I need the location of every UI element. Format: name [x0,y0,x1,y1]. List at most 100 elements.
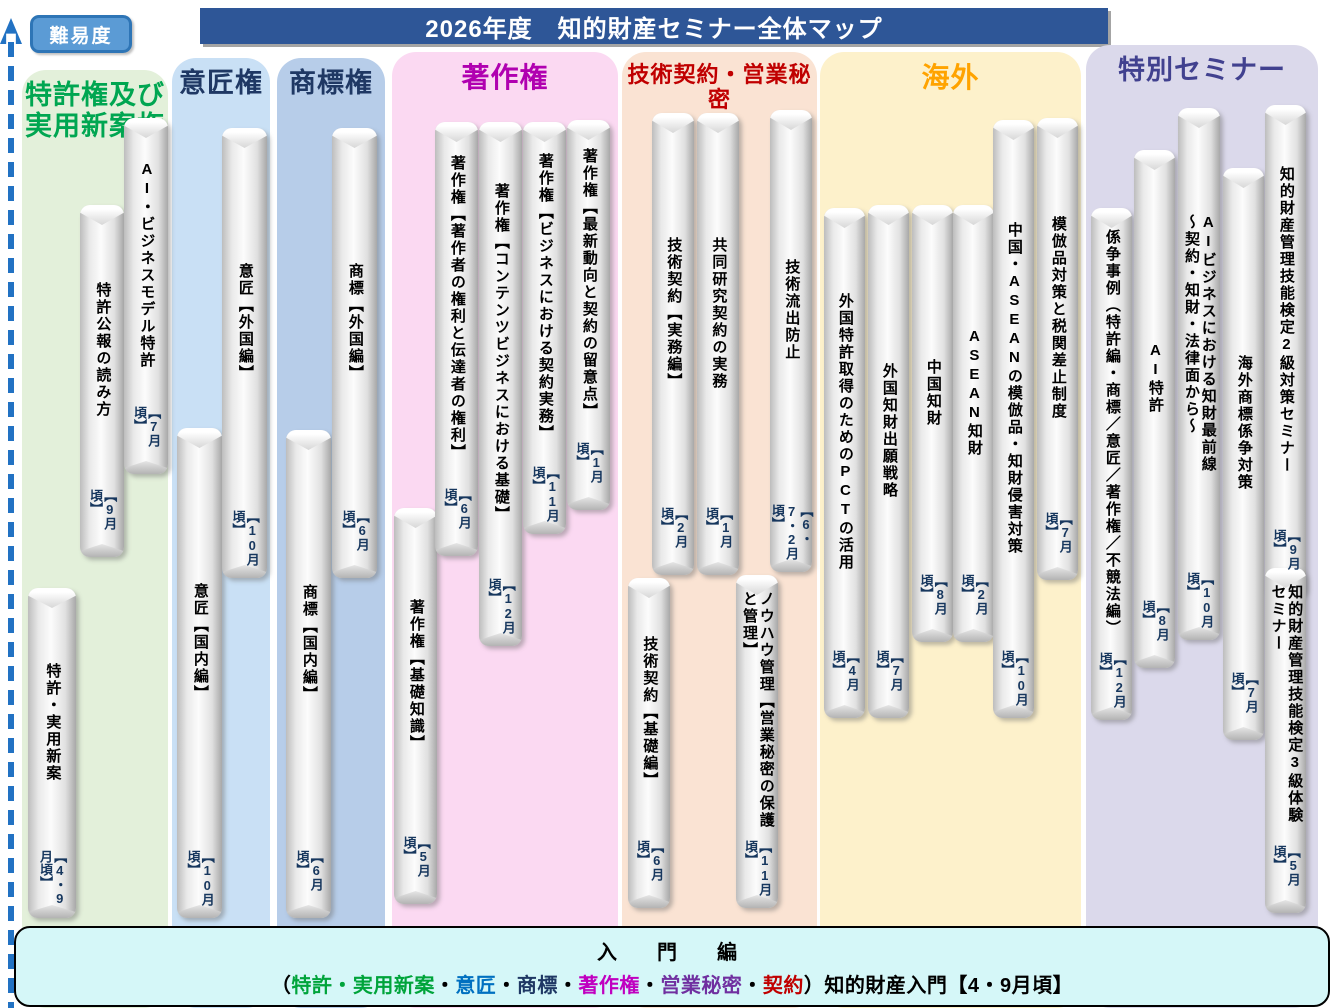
seminar-title: 外国知財出願戦略 [880,362,898,499]
banner-segment: ・ [434,974,456,997]
seminar-bar: 著作権【最新動向と契約の留意点】【1月頃】 [567,120,610,510]
up-arrow-icon [0,18,22,44]
map-title: 2026年度 知的財産セミナー全体マップ [200,8,1108,44]
banner-segment: 商標 [516,974,558,997]
category-header-trademark: 商標権 [289,68,373,98]
seminar-title: 外国特許取得のためのPCTの活用 [836,293,854,571]
seminar-title: ノウハウ管理【営業秘密の保護と管理】 [741,591,775,829]
seminar-bar: 技術流出防止【6・7・2月頃】 [769,110,814,572]
seminar-bar: ASEAN知財【2月頃】 [953,205,994,642]
seminar-title: 著作権【最新動向と契約の留意点】 [580,148,598,420]
difficulty-axis-line [8,42,14,1008]
seminar-month: 【10月頃】 [1185,572,1215,628]
seminar-title: AIビジネスにおける知財最前線 ～契約・知財・法律面から～ [1183,213,1217,473]
seminar-month: 【5月頃】 [401,836,431,877]
seminar-bar: AI特許【8月頃】 [1134,150,1175,668]
category-header-design: 意匠権 [179,68,263,98]
banner-segment: 営業秘密 [660,974,743,997]
banner-segment: 著作権 [578,974,640,997]
intro-banner: 入 門 編 （特許・実用新案・意匠・商標・著作権・営業秘密・契約）知的財産入門【… [14,926,1330,1007]
seminar-month: 【10月頃】 [185,850,215,906]
seminar-month: 【2月頃】 [959,574,989,615]
seminar-month: 【5月頃】 [1271,845,1301,886]
seminar-title: 著作権【基礎知識】 [407,598,425,752]
seminar-title: 意匠【国内編】 [191,582,209,702]
banner-segment: ・ [742,974,763,997]
seminar-month: 【11月頃】 [530,466,560,522]
seminar-bar: 外国特許取得のためのPCTの活用【4月頃】 [824,208,865,718]
category-header-special: 特別セミナー [1118,55,1286,85]
seminar-title: 技術流出防止 [783,259,801,361]
seminar-title: AI特許 [1146,342,1164,414]
seminar-month: 【9月頃】 [1271,529,1301,570]
seminar-title: 模倣品対策と税関差止制度 [1049,216,1067,420]
seminar-month: 【4・9月頃】 [38,850,68,906]
seminar-bar: 中国知財【8月頃】 [912,205,953,642]
seminar-title: 海外商標係争対策 [1235,355,1253,491]
category-header-overseas: 海外 [921,62,980,93]
seminar-month: 【7月頃】 [1229,672,1259,713]
seminar-bar: AIビジネスにおける知財最前線 ～契約・知財・法律面から～ 【10月頃】 [1178,108,1220,640]
seminar-bar: 模倣品対策と税関差止制度【7月頃】 [1037,118,1078,580]
seminar-title: 知的財産管理技能検定3級体験セミナー [1269,584,1304,824]
seminar-month: 【6月頃】 [442,488,472,529]
seminar-title: 中国知財 [924,358,942,427]
seminar-title: AI・ビジネスモデル特許 [138,161,156,369]
banner-segment: 意匠 [455,974,497,997]
banner-segment: 契約 [762,974,804,997]
seminar-month: 【8月頃】 [1140,600,1170,641]
seminar-month: 【6月頃】 [340,510,370,551]
seminar-month: 【11月頃】 [743,840,773,896]
seminar-bar: 外国知財出願戦略 【7月頃】 [868,205,909,718]
seminar-title: 共同研究契約の実務 [710,236,728,390]
seminar-title: 著作権【著作者の権利と伝達者の権利】 [448,155,466,461]
seminar-title: 意匠【外国編】 [236,262,254,382]
seminar-bar: 著作権【著作者の権利と伝達者の権利】【6月頃】 [435,122,478,556]
seminar-title: 中国・ASEANの模倣品・知財侵害対策 [1005,221,1023,555]
banner-segment: 特許・実用新案 [291,974,435,997]
seminar-bar: AI・ビジネスモデル特許【7月頃】 [124,118,168,474]
seminar-month: 【12月頃】 [1097,652,1127,708]
seminar-title: 特許公報の読み方 [94,282,112,418]
seminar-month: 【1月頃】 [574,442,604,483]
intro-banner-title: 入 門 編 [597,941,747,964]
seminar-month: 【12月頃】 [486,578,516,634]
seminar-month: 【6月頃】 [294,850,324,891]
seminar-bar: 知的財産管理技能検定2級対策セミナー 【9月頃】 [1265,105,1306,597]
seminar-month: 【7月頃】 [1043,512,1073,553]
seminar-title: 商標【国内編】 [300,583,318,703]
seminar-bar: 著作権【基礎知識】【5月頃】 [394,508,437,904]
seminar-title: 特許・実用新案 [44,662,62,782]
category-header-copyright: 著作権 [461,62,549,93]
seminar-bar: 特許・実用新案【4・9月頃】 [28,588,76,918]
banner-segment: ・ [557,974,579,997]
seminar-month: 【7月頃】 [132,406,162,447]
seminar-month: 【4月頃】 [830,650,860,691]
seminar-bar: 知的財産管理技能検定3級体験セミナー【5月頃】 [1265,568,1306,913]
seminar-bar: 共同研究契約の実務【1月頃】 [697,113,739,575]
seminar-month: 【6月頃】 [635,840,665,881]
seminar-month: 【6・7・2月頃】 [769,504,814,560]
seminar-bar: 著作権【コンテンツビジネスにおける基礎】 【12月頃】 [479,122,522,646]
seminar-month: 【10月頃】 [999,650,1029,706]
seminar-bar: 商標【国内編】【6月頃】 [286,430,331,918]
seminar-bar: 海外商標係争対策【7月頃】 [1223,168,1264,740]
seminar-month: 【1月頃】 [704,507,734,548]
seminar-bar: 技術契約【基礎編】【6月頃】 [628,578,670,908]
difficulty-badge: 難易度 [30,15,132,53]
banner-segment: ・ [639,974,661,997]
seminar-title: ASEAN知財 [965,328,983,457]
banner-segment: ・ [496,974,517,997]
banner-segment: （ [270,974,292,997]
seminar-bar: ノウハウ管理【営業秘密の保護と管理】【11月頃】 [736,575,778,908]
seminar-title: 商標【外国編】 [346,262,364,382]
banner-segment: ）知的財産入門【4・9月頃】 [803,974,1074,997]
seminar-bar: 技術契約【実務編】 【2月頃】 [652,113,694,575]
seminar-bar: 係争事例（特許編・商標／意匠／著作権／不競法編） 【12月頃】 [1091,208,1132,720]
seminar-title: 技術契約【実務編】 [665,236,683,390]
seminar-month: 【10月頃】 [230,510,260,566]
seminar-title: 著作権【ビジネスにおける契約実務】 [536,152,554,442]
seminar-month: 【8月頃】 [918,574,948,615]
seminar-title: 技術契約【基礎編】 [641,635,659,789]
